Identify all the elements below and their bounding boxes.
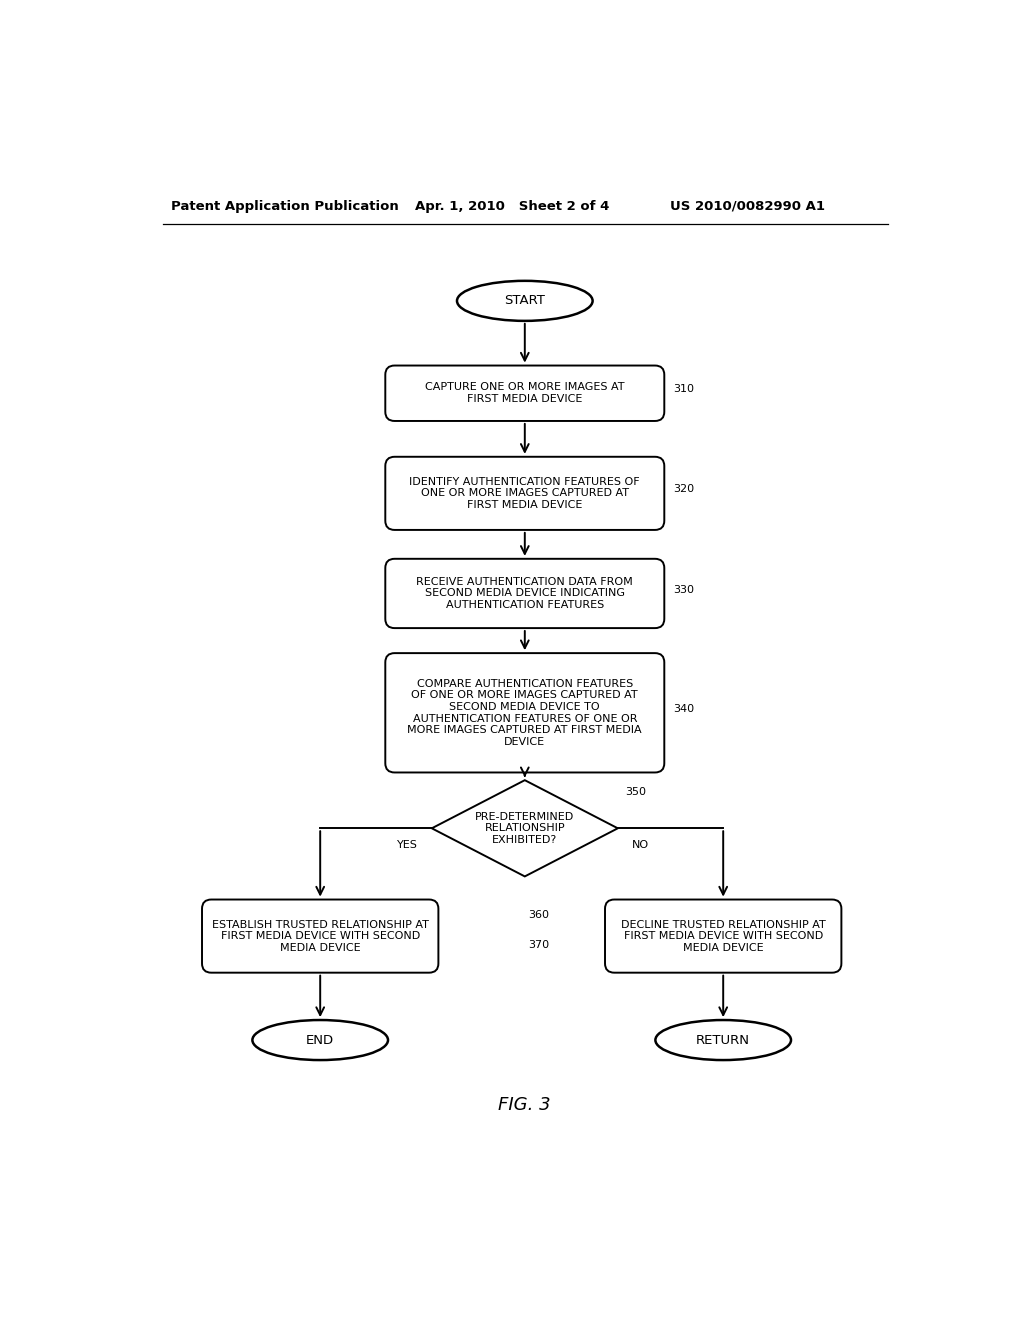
Text: RECEIVE AUTHENTICATION DATA FROM
SECOND MEDIA DEVICE INDICATING
AUTHENTICATION F: RECEIVE AUTHENTICATION DATA FROM SECOND …: [417, 577, 633, 610]
Polygon shape: [432, 780, 617, 876]
Text: 310: 310: [674, 384, 694, 395]
Text: ESTABLISH TRUSTED RELATIONSHIP AT
FIRST MEDIA DEVICE WITH SECOND
MEDIA DEVICE: ESTABLISH TRUSTED RELATIONSHIP AT FIRST …: [212, 920, 429, 953]
Ellipse shape: [252, 1020, 388, 1060]
Text: NO: NO: [632, 841, 649, 850]
Text: CAPTURE ONE OR MORE IMAGES AT
FIRST MEDIA DEVICE: CAPTURE ONE OR MORE IMAGES AT FIRST MEDI…: [425, 383, 625, 404]
FancyBboxPatch shape: [605, 899, 842, 973]
Text: 320: 320: [674, 484, 694, 495]
Text: Apr. 1, 2010   Sheet 2 of 4: Apr. 1, 2010 Sheet 2 of 4: [415, 199, 609, 213]
FancyBboxPatch shape: [385, 366, 665, 421]
Text: Patent Application Publication: Patent Application Publication: [171, 199, 398, 213]
Text: 330: 330: [674, 585, 694, 594]
FancyBboxPatch shape: [385, 653, 665, 772]
Text: 370: 370: [528, 940, 550, 950]
Ellipse shape: [655, 1020, 791, 1060]
Text: START: START: [505, 294, 545, 308]
Text: DECLINE TRUSTED RELATIONSHIP AT
FIRST MEDIA DEVICE WITH SECOND
MEDIA DEVICE: DECLINE TRUSTED RELATIONSHIP AT FIRST ME…: [621, 920, 825, 953]
FancyBboxPatch shape: [202, 899, 438, 973]
Text: US 2010/0082990 A1: US 2010/0082990 A1: [671, 199, 825, 213]
Text: 350: 350: [626, 787, 646, 797]
FancyBboxPatch shape: [385, 558, 665, 628]
Text: COMPARE AUTHENTICATION FEATURES
OF ONE OR MORE IMAGES CAPTURED AT
SECOND MEDIA D: COMPARE AUTHENTICATION FEATURES OF ONE O…: [408, 678, 642, 747]
Text: END: END: [306, 1034, 334, 1047]
Text: IDENTIFY AUTHENTICATION FEATURES OF
ONE OR MORE IMAGES CAPTURED AT
FIRST MEDIA D: IDENTIFY AUTHENTICATION FEATURES OF ONE …: [410, 477, 640, 510]
FancyBboxPatch shape: [385, 457, 665, 529]
Text: 340: 340: [674, 704, 694, 714]
Ellipse shape: [457, 281, 593, 321]
Text: YES: YES: [397, 841, 418, 850]
Text: FIG. 3: FIG. 3: [499, 1097, 551, 1114]
Text: RETURN: RETURN: [696, 1034, 751, 1047]
Text: PRE-DETERMINED
RELATIONSHIP
EXHIBITED?: PRE-DETERMINED RELATIONSHIP EXHIBITED?: [475, 812, 574, 845]
Text: 360: 360: [528, 909, 550, 920]
